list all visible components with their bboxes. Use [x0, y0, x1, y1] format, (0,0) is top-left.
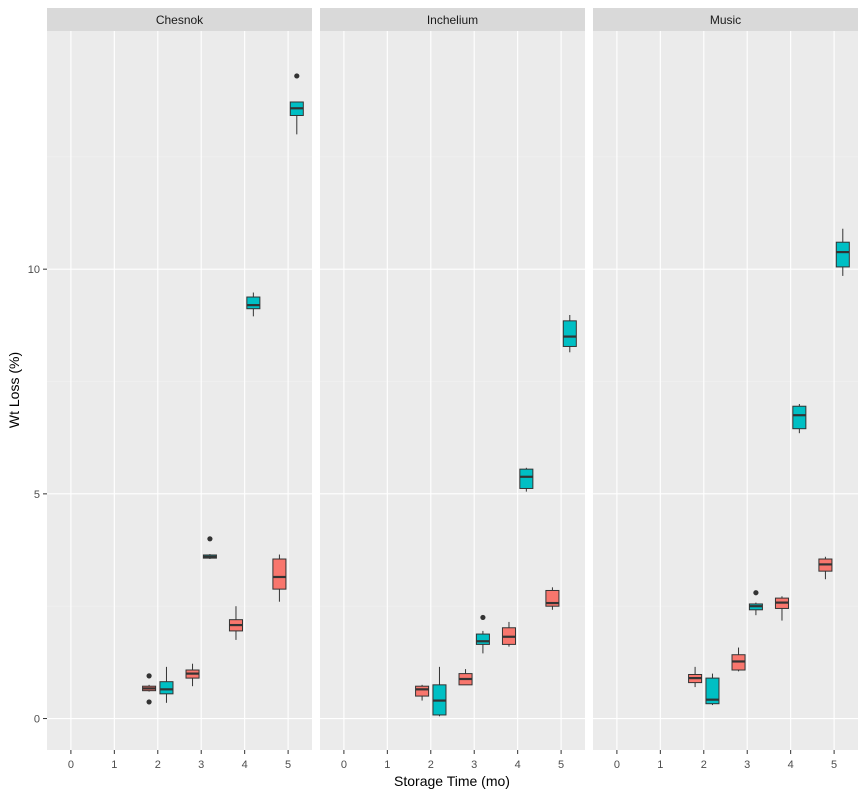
facet-panel-chesnok: Chesnok — [47, 8, 312, 750]
x-tick-label: 2 — [428, 759, 434, 771]
x-tick-label: 5 — [285, 759, 291, 771]
box-body — [792, 405, 807, 430]
box-chesnok-4.8 — [272, 554, 287, 602]
x-tick-label: 3 — [471, 759, 477, 771]
x-tick-label: 1 — [111, 759, 117, 771]
box-music-2.2 — [705, 673, 720, 706]
x-axis-music: 0 1 2 3 4 5 — [614, 750, 837, 771]
box-chesnok-4.2 — [246, 292, 261, 317]
outlier-point — [207, 536, 213, 542]
box-chesnok-2.2 — [159, 666, 174, 703]
facet-panels: Chesnok Inchelium Music — [47, 8, 858, 750]
box-chesnok-2.8 — [185, 663, 200, 687]
facet-strip-label: Inchelium — [427, 13, 478, 27]
x-tick-label: 4 — [788, 759, 794, 771]
x-tick-label: 2 — [155, 759, 161, 771]
box-music-5.2 — [835, 228, 850, 276]
x-tick-label: 5 — [831, 759, 837, 771]
y-axis-title: Wt Loss (%) — [6, 352, 22, 428]
x-tick-label: 0 — [68, 759, 74, 771]
y-axis: 0 5 10 — [28, 264, 47, 726]
outlier-point — [294, 73, 300, 79]
outlier-point — [146, 699, 152, 705]
facet-strip-label: Music — [710, 13, 741, 27]
box-inchelium-4.2 — [519, 467, 534, 492]
box-body — [519, 468, 534, 489]
box-chesnok-3.8 — [228, 606, 243, 640]
box-body — [415, 685, 430, 697]
box-chesnok-1.8 — [142, 673, 157, 705]
box-chesnok-3.2 — [202, 536, 217, 560]
box-body — [835, 241, 850, 268]
panel-background — [320, 31, 585, 750]
box-body — [246, 296, 261, 310]
x-axis-chesnok: 0 1 2 3 4 5 — [68, 750, 291, 771]
box-inchelium-5.2 — [562, 315, 577, 353]
box-inchelium-2.8 — [458, 669, 473, 686]
y-tick-label: 10 — [28, 264, 40, 276]
facet-panel-inchelium: Inchelium — [320, 8, 585, 750]
box-body — [475, 633, 490, 645]
x-axes: 0 1 2 3 4 5 0 1 2 3 4 5 0 1 2 3 4 5 — [68, 750, 837, 771]
x-tick-label: 0 — [341, 759, 347, 771]
box-inchelium-1.8 — [415, 684, 430, 701]
box-music-4.8 — [818, 556, 833, 580]
x-tick-label: 3 — [198, 759, 204, 771]
y-tick-label: 5 — [34, 489, 40, 501]
box-inchelium-3.8 — [501, 621, 516, 647]
x-tick-label: 4 — [242, 759, 248, 771]
box-body — [159, 681, 174, 695]
box-body — [705, 677, 720, 705]
facet-panel-music: Music — [593, 8, 858, 750]
box-music-3.8 — [774, 596, 789, 621]
x-axis-inchelium: 0 1 2 3 4 5 — [341, 750, 564, 771]
box-body — [272, 558, 287, 590]
panel-background — [47, 31, 312, 750]
x-tick-label: 1 — [657, 759, 663, 771]
box-inchelium-3.2 — [475, 614, 490, 654]
box-music-3.2 — [748, 590, 763, 616]
x-tick-label: 5 — [558, 759, 564, 771]
panel-background — [593, 31, 858, 750]
box-music-4.2 — [792, 403, 807, 434]
outlier-point — [480, 614, 486, 621]
facet-strip — [320, 8, 585, 31]
x-tick-label: 4 — [515, 759, 521, 771]
facet-strip — [593, 8, 858, 31]
x-axis-title: Storage Time (mo) — [394, 773, 510, 789]
x-tick-label: 3 — [744, 759, 750, 771]
x-tick-label: 1 — [384, 759, 390, 771]
y-tick-label: 0 — [34, 714, 40, 726]
box-body — [562, 320, 577, 347]
box-music-1.8 — [688, 666, 703, 688]
x-tick-label: 2 — [701, 759, 707, 771]
box-inchelium-4.8 — [545, 587, 560, 610]
x-tick-label: 0 — [614, 759, 620, 771]
outlier-point — [753, 590, 759, 596]
facet-strip — [47, 8, 312, 31]
box-music-2.8 — [731, 647, 746, 672]
box-inchelium-2.2 — [432, 666, 447, 717]
outlier-point — [146, 673, 152, 679]
facet-strip-label: Chesnok — [156, 13, 204, 27]
box-chesnok-5.2 — [289, 73, 304, 135]
